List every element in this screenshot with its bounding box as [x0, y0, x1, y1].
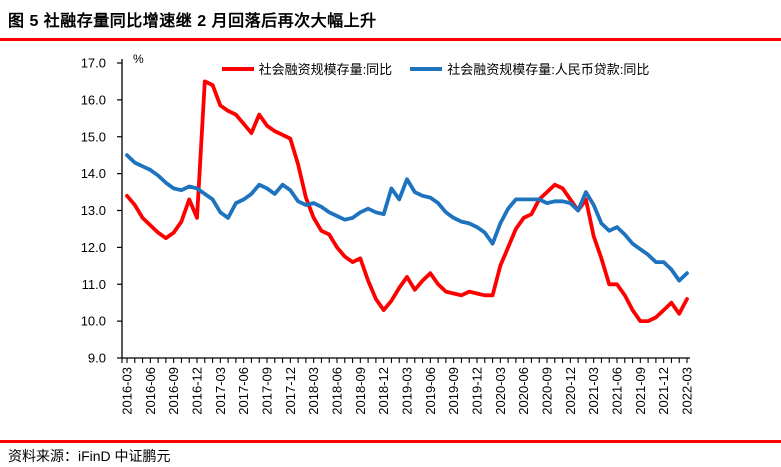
- legend-label-rmb-loans: 社会融资规模存量:人民币贷款:同比: [447, 62, 650, 77]
- legend-line-swatch-blue: [410, 66, 443, 71]
- svg-text:2019-09: 2019-09: [446, 367, 461, 415]
- svg-text:2017-09: 2017-09: [260, 367, 275, 415]
- legend-item-rmb-loans: 社会融资规模存量:人民币贷款:同比: [410, 59, 649, 78]
- svg-text:17.0: 17.0: [81, 56, 106, 71]
- svg-text:16.0: 16.0: [81, 92, 106, 107]
- svg-text:2018-03: 2018-03: [306, 367, 321, 415]
- svg-text:2016-12: 2016-12: [190, 367, 205, 415]
- svg-text:14.0: 14.0: [81, 166, 106, 181]
- footer-rule: [0, 440, 781, 443]
- y-axis-labels: 17.0 16.0 15.0 14.0 13.0 12.0 11.0 10.0 9.0: [81, 56, 106, 366]
- svg-text:2017-06: 2017-06: [236, 367, 251, 415]
- svg-text:15.0: 15.0: [81, 129, 106, 144]
- svg-text:10.0: 10.0: [81, 314, 106, 329]
- y-axis-ticks: [117, 62, 122, 359]
- svg-text:11.0: 11.0: [82, 277, 106, 292]
- svg-text:2022-03: 2022-03: [680, 367, 695, 415]
- svg-text:2019-12: 2019-12: [470, 367, 485, 415]
- x-axis-labels: 2016-03 2016-06 2016-09 2016-12 2017-03 2017-…: [120, 367, 695, 415]
- svg-text:2019-06: 2019-06: [423, 367, 438, 415]
- legend-line-swatch-red: [221, 66, 254, 71]
- svg-text:2021-03: 2021-03: [586, 367, 601, 415]
- legend: 社会融资规模存量:同比 社会融资规模存量:人民币贷款:同比: [115, 59, 756, 78]
- x-axis-ticks: [121, 358, 688, 363]
- svg-text:12.0: 12.0: [81, 240, 106, 255]
- svg-text:2017-03: 2017-03: [213, 367, 228, 415]
- legend-item-tsf-stock: 社会融资规模存量:同比: [221, 59, 393, 78]
- svg-text:2018-06: 2018-06: [330, 367, 345, 415]
- svg-text:2021-09: 2021-09: [633, 367, 648, 415]
- svg-text:2016-06: 2016-06: [143, 367, 158, 415]
- svg-text:2020-03: 2020-03: [493, 367, 508, 415]
- svg-text:2021-06: 2021-06: [610, 367, 625, 415]
- svg-text:2016-03: 2016-03: [120, 367, 135, 415]
- svg-text:2020-09: 2020-09: [540, 367, 555, 415]
- svg-text:2020-06: 2020-06: [516, 367, 531, 415]
- series-rmb-loans-line: [125, 153, 689, 283]
- svg-text:2018-09: 2018-09: [353, 367, 368, 415]
- source-note: 资料来源：iFinD 中证鹏元: [8, 448, 171, 464]
- y-axis-unit-label: %: [133, 52, 144, 66]
- svg-text:2018-12: 2018-12: [376, 367, 391, 415]
- svg-text:2016-09: 2016-09: [166, 367, 181, 415]
- svg-text:2020-12: 2020-12: [563, 367, 578, 415]
- figure-title: 图 5 社融存量同比增速继 2 月回落后再次大幅上升: [8, 13, 377, 30]
- series-tsf-stock-line: [125, 79, 689, 324]
- svg-text:13.0: 13.0: [81, 203, 106, 218]
- svg-text:2019-03: 2019-03: [400, 367, 415, 415]
- legend-label-tsf-stock: 社会融资规模存量:同比: [258, 62, 393, 77]
- svg-text:2017-12: 2017-12: [283, 367, 298, 415]
- title-rule: [0, 38, 781, 41]
- axes: [121, 59, 690, 359]
- svg-text:2021-12: 2021-12: [656, 367, 671, 415]
- svg-text:9.0: 9.0: [88, 351, 106, 366]
